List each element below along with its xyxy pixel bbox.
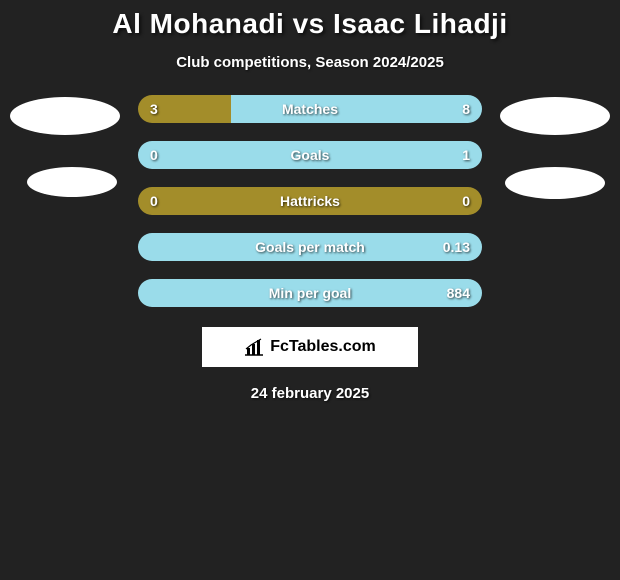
stat-label: Goals per match <box>255 239 365 255</box>
stat-right-value: 1 <box>462 147 470 163</box>
stat-right-value: 0 <box>462 193 470 209</box>
avatar-placeholder <box>27 167 117 197</box>
stat-left-value: 0 <box>150 147 158 163</box>
stat-label: Matches <box>282 101 338 117</box>
stat-left-value: 0 <box>150 193 158 209</box>
stat-label: Goals <box>291 147 330 163</box>
avatar-placeholder <box>505 167 605 199</box>
comparison-card: Al Mohanadi vs Isaac Lihadji Club compet… <box>0 0 620 402</box>
chart-area: 3 Matches 8 0 Goals 1 0 Hattricks 0 Goals per mat… <box>0 95 620 307</box>
source-logo[interactable]: FcTables.com <box>202 327 418 367</box>
stat-right-value: 8 <box>462 101 470 117</box>
avatar-placeholder <box>500 97 610 135</box>
stat-row: 3 Matches 8 <box>138 95 482 123</box>
bar-right-fill <box>231 95 482 123</box>
stat-label: Hattricks <box>280 193 340 209</box>
stat-row: 0 Hattricks 0 <box>138 187 482 215</box>
left-avatars-col <box>10 95 120 197</box>
stat-left-value: 3 <box>150 101 158 117</box>
logo-text: FcTables.com <box>270 338 376 356</box>
right-avatars-col <box>500 95 610 199</box>
date-text: 24 february 2025 <box>251 385 369 402</box>
stat-label: Min per goal <box>269 285 351 301</box>
stat-row: Goals per match 0.13 <box>138 233 482 261</box>
page-title: Al Mohanadi vs Isaac Lihadji <box>112 8 507 40</box>
bar-chart-icon <box>244 338 264 356</box>
comparison-bars: 3 Matches 8 0 Goals 1 0 Hattricks 0 Goals per mat… <box>138 95 482 307</box>
avatar-placeholder <box>10 97 120 135</box>
stat-row: 0 Goals 1 <box>138 141 482 169</box>
subtitle: Club competitions, Season 2024/2025 <box>176 54 444 71</box>
stat-right-value: 884 <box>447 285 470 301</box>
stat-right-value: 0.13 <box>443 239 470 255</box>
stat-row: Min per goal 884 <box>138 279 482 307</box>
